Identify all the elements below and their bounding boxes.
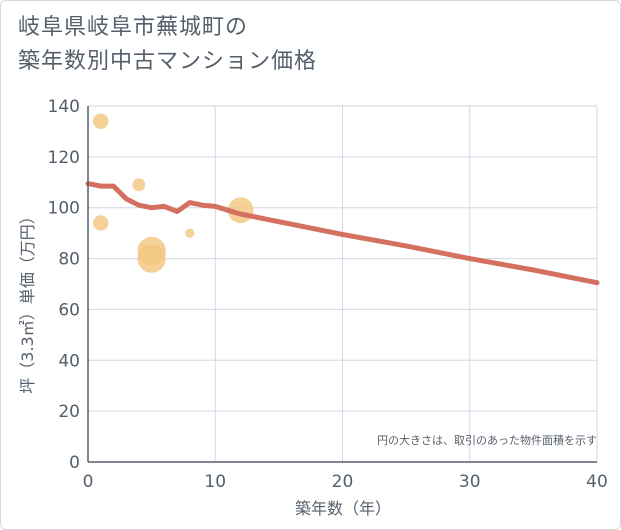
- data-point-4: [137, 244, 166, 273]
- x-tick-0: 0: [83, 472, 94, 492]
- y-tick-140: 140: [48, 97, 80, 117]
- x-tick-10: 10: [204, 472, 226, 492]
- chart-title: 岐阜県岐阜市蕪城町の 築年数別中古マンション価格: [18, 11, 317, 79]
- x-tick-40: 40: [586, 472, 608, 492]
- y-tick-40: 40: [58, 351, 80, 371]
- x-axis-label: 築年数（年）: [295, 499, 391, 518]
- x-tick-labels: 0 10 20 30 40: [83, 472, 608, 492]
- data-point-2: [132, 178, 146, 192]
- grid-lines: [87, 105, 598, 463]
- chart-title-line-2: 築年数別中古マンション価格: [18, 49, 318, 74]
- x-tick-20: 20: [332, 472, 354, 492]
- y-tick-0: 0: [69, 453, 80, 473]
- y-tick-60: 60: [58, 300, 80, 320]
- data-point-1: [93, 215, 109, 231]
- trend-line: [85, 181, 600, 286]
- data-point-5: [185, 228, 195, 238]
- y-tick-100: 100: [48, 199, 80, 219]
- y-axis-label: 坪（3.3㎡）単価（万円）: [18, 208, 37, 393]
- size-note: 円の大きさは、取引のあった物件面積を示す: [377, 433, 597, 447]
- chart-title-line-1: 岐阜県岐阜市蕪城町の: [18, 15, 249, 40]
- y-tick-20: 20: [58, 402, 80, 422]
- x-tick-30: 30: [459, 472, 481, 492]
- y-tick-80: 80: [58, 250, 80, 270]
- y-tick-120: 120: [48, 148, 80, 168]
- data-point-0: [93, 113, 109, 129]
- y-tick-labels: 0 20 40 60 80 100 120 140: [48, 97, 80, 473]
- axes: [87, 106, 597, 463]
